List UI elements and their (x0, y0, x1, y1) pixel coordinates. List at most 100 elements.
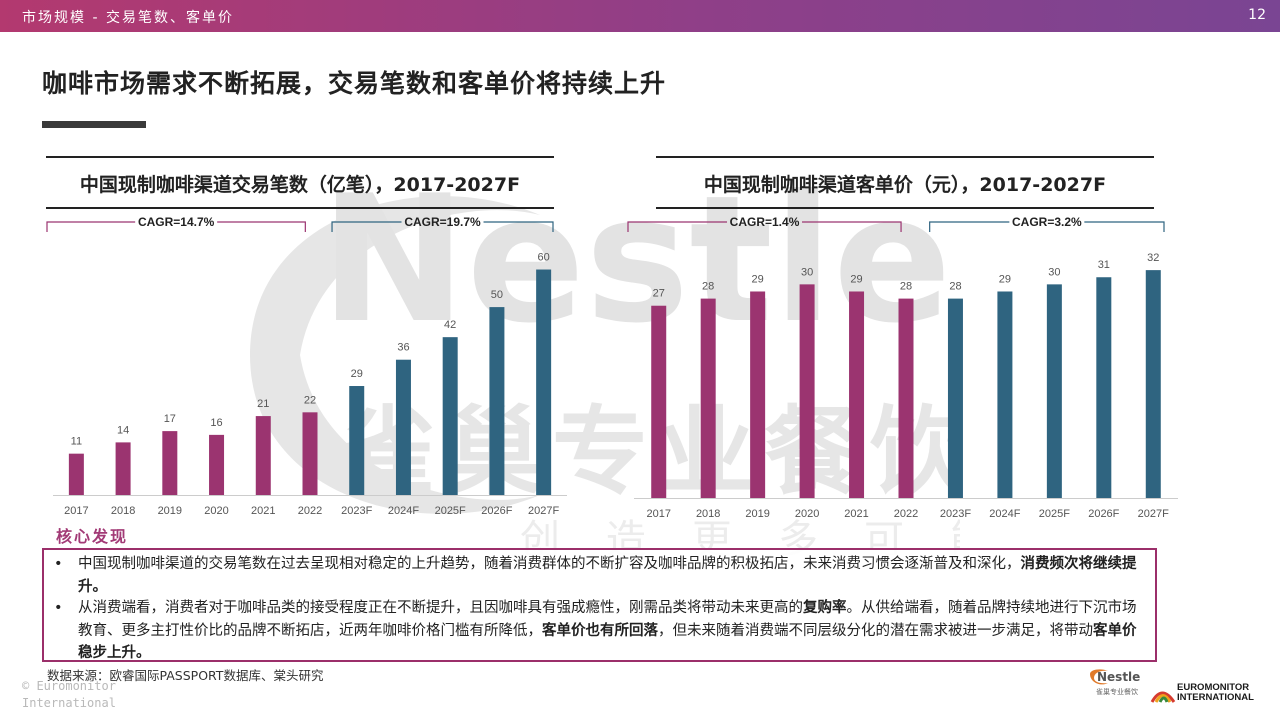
headline-underline (42, 121, 146, 128)
euromonitor-text: EUROMONITOR INTERNATIONAL (1177, 683, 1254, 703)
copyright-notice: © Euromonitor International (22, 679, 116, 710)
finding-segment: ，但未来随着消费端不同层级分化的潜在需求被进一步满足，将带动 (658, 622, 1093, 639)
bar-value-label: 32 (1147, 252, 1159, 264)
euromonitor-line1: EUROMONITOR (1177, 682, 1250, 693)
x-tick-label: 2021 (844, 508, 868, 520)
finding-segment: 。从供给端看，随着品牌持续地进行下沉市场教育、更多主打性价比的品牌不断拓店，近两… (78, 600, 1137, 639)
cagr-label: CAGR=1.4% (730, 215, 800, 229)
historical-bar (700, 298, 716, 498)
bar-value-label: 31 (1098, 259, 1110, 271)
nestle-logo-cn: 雀巢专业餐饮 (1096, 687, 1138, 696)
x-tick-label: 2026F (481, 505, 512, 517)
bullet-icon: • (54, 600, 63, 616)
breadcrumb: 市场规模 - 交易笔数、客单价 (22, 10, 234, 26)
historical-bar (68, 453, 84, 495)
finding-segment: 从消费端看，消费者对于咖啡品类的接受程度正在不断提升，且因咖啡具有强成瘾性，刚需… (78, 600, 803, 616)
finding-item: • 中国现制咖啡渠道的交易笔数在过去呈现相对稳定的上升趋势，随着消费群体的不断扩… (54, 553, 1144, 598)
historical-bar (115, 442, 131, 495)
historical-bar (898, 298, 914, 498)
left-chart-title: 中国现制咖啡渠道交易笔数（亿笔），2017-2027F (79, 174, 521, 196)
historical-bar (849, 291, 865, 498)
forecast-bar (1145, 270, 1161, 498)
forecast-bar (947, 298, 963, 498)
x-tick-label: 2023F (940, 508, 971, 520)
page-headline: 咖啡市场需求不断拓展，交易笔数和客单价将持续上升 (42, 69, 667, 98)
bar-value-label: 29 (999, 273, 1011, 285)
x-tick-label: 2020 (795, 508, 819, 520)
findings-box: • 中国现制咖啡渠道的交易笔数在过去呈现相对稳定的上升趋势，随着消费群体的不断扩… (42, 548, 1157, 662)
data-source: 数据来源：欧睿国际PASSPORT数据库、棠头研究 (47, 668, 324, 683)
x-tick-label: 2025F (1039, 508, 1070, 520)
forecast-bar (489, 307, 505, 495)
x-tick-label: 2027F (1138, 508, 1169, 520)
historical-bar (255, 416, 271, 495)
finding-item: • 从消费端看，消费者对于咖啡品类的接受程度正在不断提升，且因咖啡具有强成瘾性，… (54, 597, 1144, 665)
historical-bar (799, 284, 815, 498)
findings-label: 核心发现 (56, 527, 129, 546)
finding-text: 从消费端看，消费者对于咖啡品类的接受程度正在不断提升，且因咖啡具有强成瘾性，刚需… (54, 597, 1144, 665)
right-title-rule-bottom (656, 207, 1154, 209)
x-tick-label: 2017 (64, 505, 88, 517)
bar-value-label: 42 (444, 319, 456, 331)
x-tick-label: 2024F (388, 505, 419, 517)
bar-value-label: 22 (304, 394, 316, 406)
bullet-icon: • (54, 556, 63, 572)
x-tick-label: 2017 (646, 508, 670, 520)
forecast-bar (997, 291, 1013, 498)
forecast-bar (1046, 284, 1062, 498)
historical-bar (750, 291, 766, 498)
finding-highlight: 复购率 (803, 600, 847, 616)
nestle-logo: Nestle 雀巢专业餐饮 (1090, 669, 1140, 696)
bar-value-label: 29 (850, 273, 862, 285)
cagr-bracket (46, 221, 306, 232)
cagr-label: CAGR=3.2% (1012, 215, 1082, 229)
cagr-bracket (929, 221, 1165, 232)
bar-value-label: 21 (257, 398, 269, 410)
bar-value-label: 17 (164, 413, 176, 425)
cagr-bracket (627, 221, 902, 232)
bar-value-label: 60 (538, 252, 550, 264)
nestle-logo-text: Nestle (1097, 670, 1140, 684)
forecast-bar (536, 269, 552, 495)
cagr-bracket (331, 221, 554, 232)
bar-value-label: 27 (653, 288, 665, 300)
forecast-bar (1096, 277, 1112, 498)
finding-highlight: 消费频次将继续提升。 (78, 556, 1137, 595)
bar-value-label: 36 (397, 342, 409, 354)
left-title-rule-bottom (46, 207, 554, 209)
bar-value-label: 30 (801, 266, 813, 278)
bar-value-label: 29 (752, 273, 764, 285)
euromonitor-line2: INTERNATIONAL (1177, 692, 1254, 703)
historical-bar (162, 431, 178, 495)
historical-bar (209, 434, 225, 495)
x-tick-label: 2021 (251, 505, 275, 517)
x-tick-label: 2024F (989, 508, 1020, 520)
left-title-rule-top (46, 156, 554, 158)
x-tick-label: 2018 (111, 505, 135, 517)
x-tick-label: 2025F (435, 505, 466, 517)
bar-value-label: 16 (210, 417, 222, 429)
forecast-bar (395, 359, 411, 495)
forecast-bar (349, 386, 365, 495)
historical-bar (302, 412, 318, 495)
finding-highlight: 客单价也有所回落 (542, 622, 658, 639)
cagr-label: CAGR=14.7% (138, 215, 215, 229)
x-tick-label: 2019 (745, 508, 769, 520)
x-tick-label: 2018 (696, 508, 720, 520)
bar-value-label: 11 (71, 436, 82, 448)
historical-bar (651, 305, 667, 498)
right-title-rule-top (656, 156, 1154, 158)
x-tick-label: 2027F (528, 505, 559, 517)
bar-value-label: 29 (351, 368, 363, 380)
bar-value-label: 14 (117, 424, 129, 436)
page-number: 12 (1248, 7, 1266, 23)
x-tick-label: 2022 (894, 508, 918, 520)
x-tick-label: 2019 (158, 505, 182, 517)
euromonitor-logo (1150, 691, 1176, 703)
bar-value-label: 30 (1048, 266, 1060, 278)
x-tick-label: 2020 (204, 505, 228, 517)
finding-highlight: 客单价稳步上升。 (78, 622, 1137, 662)
cagr-label: CAGR=19.7% (404, 215, 481, 229)
x-tick-label: 2026F (1088, 508, 1119, 520)
